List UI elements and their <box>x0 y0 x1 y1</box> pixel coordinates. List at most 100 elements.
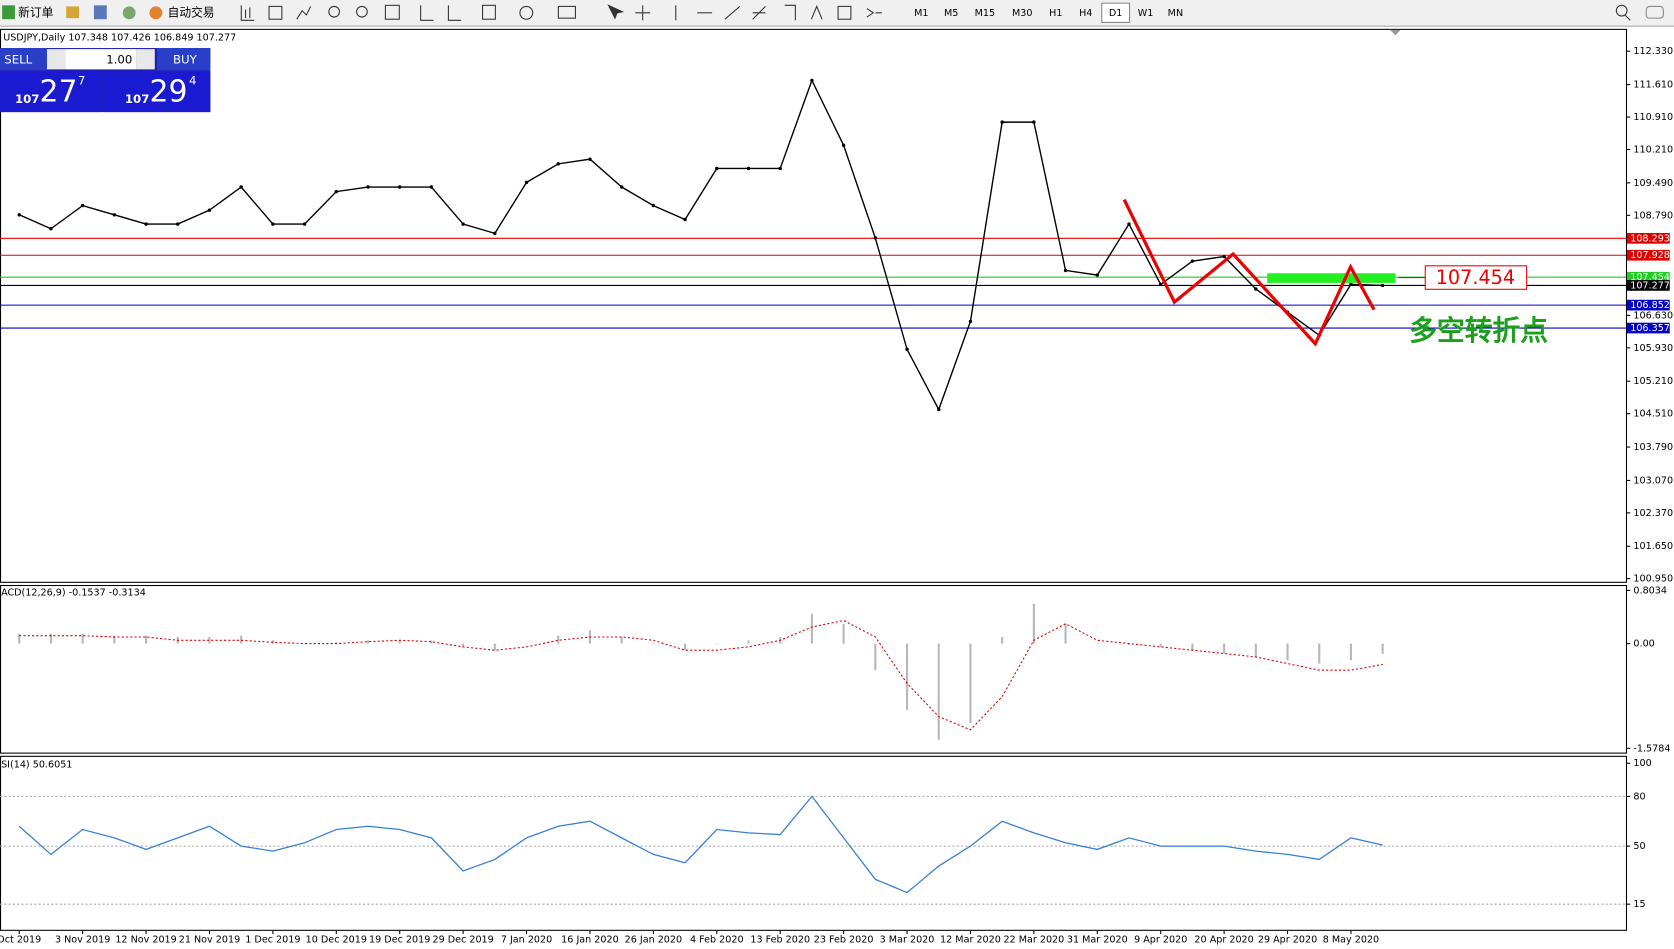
timeframe[interactable]: W1 <box>1138 8 1154 19</box>
macd-bar <box>462 643 465 647</box>
buy-label[interactable]: BUY <box>173 52 198 66</box>
chart-layer: 112.330 111.610 110.910 110.210 109.490 108.7… <box>0 46 1673 945</box>
sell-price[interactable] <box>0 71 102 113</box>
y-tick-label: 100 <box>1633 758 1651 769</box>
macd-bar <box>113 635 116 644</box>
chat[interactable] <box>1645 5 1664 19</box>
toolbar <box>0 0 1674 26</box>
templates[interactable] <box>557 5 576 19</box>
sell-pips[interactable]: 27 <box>40 74 78 109</box>
close-point <box>905 347 909 351</box>
channels[interactable] <box>784 4 796 21</box>
timeframe[interactable]: H1 <box>1049 8 1062 19</box>
close-point <box>144 222 148 226</box>
macd-bar <box>398 640 401 644</box>
close-point <box>1222 254 1226 259</box>
arrows[interactable] <box>866 8 882 18</box>
autoscroll[interactable] <box>420 5 434 21</box>
macd-bar <box>1127 643 1131 645</box>
auto-trading[interactable]: 自动交易 <box>168 5 215 19</box>
timeframe[interactable]: M15 <box>975 8 996 19</box>
auto-trading-icon[interactable] <box>149 6 163 20</box>
buy-button[interactable] <box>156 48 211 71</box>
buy-frac[interactable]: 4 <box>189 74 196 88</box>
x-tick-label: 12 Mar 2020 <box>940 934 1001 945</box>
tool-icon[interactable] <box>66 6 80 19</box>
buy-pips[interactable]: 29 <box>149 74 187 109</box>
tile[interactable] <box>384 4 400 20</box>
zoom-in[interactable] <box>328 5 341 18</box>
fibo[interactable] <box>752 6 766 20</box>
line-chart-icon[interactable] <box>296 6 312 20</box>
close-point <box>619 185 624 189</box>
chart-shift[interactable] <box>447 5 462 21</box>
buy-big[interactable]: 107 <box>125 92 150 106</box>
macd-bar <box>430 640 433 644</box>
trade-panel: SELL 1.00 BUY 107 27 7 107 29 4 <box>0 48 211 113</box>
x-tick-label: 29 Apr 2020 <box>1258 934 1317 945</box>
macd-bar <box>684 643 687 651</box>
timeframe[interactable]: M5 <box>944 8 958 19</box>
macd-bar <box>335 642 338 644</box>
search[interactable] <box>1615 4 1631 21</box>
sell-big[interactable]: 107 <box>15 92 40 106</box>
rsi-title: SI(14) 50.6051 <box>1 759 72 770</box>
new-order-icon[interactable] <box>2 5 15 20</box>
x-tick-label: 12 Nov 2019 <box>115 934 176 945</box>
macd-bar <box>208 636 211 644</box>
timeframe[interactable]: D1 <box>1109 8 1123 19</box>
timeframe[interactable]: H4 <box>1079 8 1092 19</box>
tool-icon[interactable] <box>93 5 107 20</box>
annotation-box <box>1424 265 1528 290</box>
macd-bar <box>49 633 52 644</box>
text-tool[interactable] <box>810 5 823 20</box>
close-point <box>176 222 180 226</box>
macd-bar <box>937 643 940 740</box>
y-tick-label: 103.790 <box>1633 442 1673 453</box>
lot-down[interactable] <box>46 49 66 70</box>
lot-value[interactable]: 1.00 <box>106 52 132 66</box>
tool-icon[interactable] <box>122 6 136 20</box>
indicators[interactable] <box>482 4 496 20</box>
sell-frac[interactable]: 7 <box>78 74 85 88</box>
macd-bar <box>905 643 909 710</box>
bar-chart-icon[interactable] <box>240 5 255 21</box>
close-point <box>651 203 656 208</box>
timeframe[interactable]: M1 <box>914 8 928 19</box>
y-tick-label: 101.650 <box>1633 541 1673 552</box>
x-tick-label: 8 May 2020 <box>1323 934 1379 945</box>
lot-up[interactable] <box>136 49 155 70</box>
macd-bar <box>969 643 972 724</box>
timeframe-active <box>1101 2 1131 23</box>
macd-bar <box>1254 643 1257 657</box>
label-tool[interactable] <box>837 5 852 20</box>
y-tick-label: 15 <box>1633 899 1645 910</box>
sell-label[interactable]: SELL <box>4 52 32 66</box>
macd-bar <box>1223 643 1226 654</box>
buy-price[interactable] <box>103 71 211 113</box>
rsi-panel <box>0 755 1628 931</box>
timeframe[interactable]: MN <box>1168 8 1183 19</box>
x-tick-label: 4 Feb 2020 <box>690 934 744 945</box>
zoom-out[interactable] <box>356 5 368 18</box>
new-order[interactable]: 新订单 <box>18 5 53 19</box>
sell-button[interactable] <box>0 48 47 71</box>
periods[interactable] <box>519 5 534 20</box>
close-point <box>1158 282 1163 287</box>
price-level-label: 107.277 <box>1630 280 1670 291</box>
cursor[interactable] <box>607 4 625 20</box>
timeframe[interactable]: M30 <box>1012 8 1033 19</box>
x-tick-label: 9 Apr 2020 <box>1134 934 1187 945</box>
macd-bar <box>842 623 845 644</box>
close-point <box>17 213 21 217</box>
close-point <box>207 208 212 212</box>
lot-input[interactable] <box>65 49 137 70</box>
candle-icon[interactable] <box>268 5 283 20</box>
close-point <box>683 217 687 222</box>
price-level-label: 108.293 <box>1630 233 1670 244</box>
crosshair[interactable] <box>635 5 651 21</box>
close-point <box>1000 120 1004 124</box>
trendline[interactable] <box>724 5 741 20</box>
price-level-tag <box>1627 280 1670 291</box>
